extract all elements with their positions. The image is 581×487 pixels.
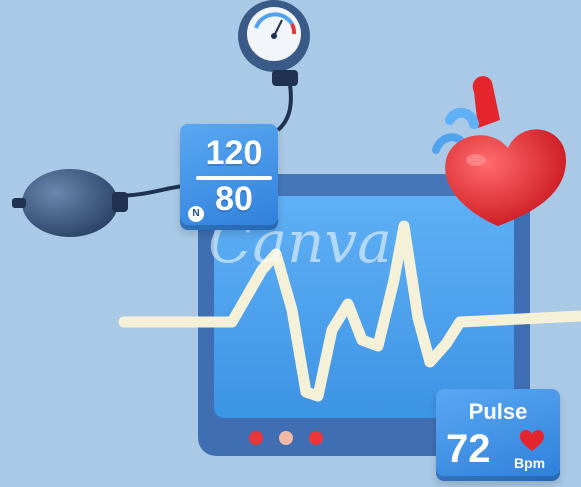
led-red-right [309,431,323,445]
diastolic-value: 80 [198,182,270,216]
blood-pressure-card: 120 80 N [180,124,278,230]
small-heart-icon [518,427,546,453]
tube-upper [278,84,291,130]
pulse-value: 72 [446,427,491,471]
normal-badge: N [188,206,204,222]
led-peach [279,431,293,445]
pulse-unit: Bpm [514,455,545,471]
pressure-gauge-icon [238,0,310,86]
systolic-value: 120 [198,136,270,170]
pulse-card: Pulse 72 Bpm [436,389,560,481]
pulse-title: Pulse [436,399,560,425]
pump-bulb-icon [12,169,128,237]
led-red-left [249,431,263,445]
